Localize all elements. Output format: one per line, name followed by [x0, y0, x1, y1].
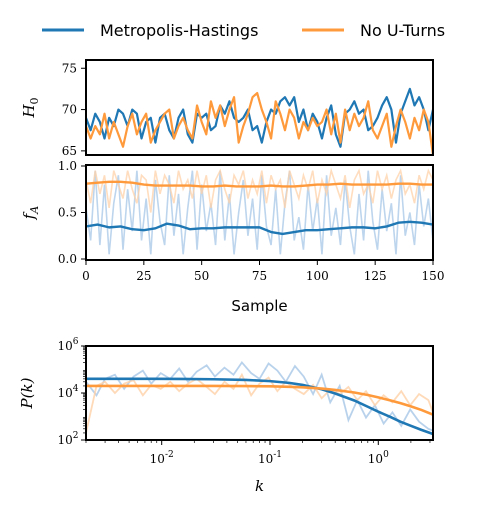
fa-xlabel: Sample — [231, 297, 287, 315]
pk-xtick-label: 100 — [368, 450, 389, 466]
pk-ytick-label: 102 — [57, 431, 78, 447]
legend: Metropolis-Hastings No U-Turns — [42, 21, 445, 40]
pk-fit-line-no-u-turns — [86, 384, 433, 416]
fa-xtick-label: 125 — [364, 269, 387, 283]
legend-label-metropolis-hastings: Metropolis-Hastings — [100, 21, 258, 40]
fa-xtick-label: 50 — [194, 269, 209, 283]
pk-xlabel: k — [255, 477, 264, 495]
fa-trace-panel: 0.0 0.5 1.0 0 25 50 75 100 125 150 Sample fA — [20, 159, 444, 315]
fa-raw-line-metropolis-hastings — [86, 170, 433, 255]
fa-series-group — [86, 167, 433, 255]
fa-raw-line-no-u-turns — [86, 167, 433, 213]
pk-raw-line-metropolis-hastings — [86, 360, 433, 432]
power-spectrum-panel: 102 104 106 10-2 10-1 100 k P(k) — [18, 337, 434, 495]
fa-avg-line-metropolis-hastings — [86, 220, 433, 236]
axes-frame — [85, 59, 434, 156]
pk-raw-line-no-u-turns — [86, 372, 433, 434]
fa-xtick-label: 25 — [136, 269, 151, 283]
h0-line-metropolis-hastings — [86, 87, 433, 148]
fa-ytick-label: 0.0 — [58, 252, 77, 266]
pk-ytick-label: 104 — [57, 384, 78, 400]
fa-xtick-label: 0 — [82, 269, 90, 283]
fa-ytick-label: 1.0 — [58, 159, 77, 173]
h0-line-no-u-turns — [86, 91, 433, 155]
pk-ylabel: P(k) — [18, 377, 36, 409]
h0-ytick-label: 65 — [62, 144, 77, 158]
h0-ytick-label: 70 — [62, 103, 77, 117]
pk-series-group — [86, 360, 433, 436]
legend-label-no-u-turns: No U-Turns — [360, 21, 445, 40]
h0-series-group — [86, 87, 433, 155]
pk-ytick-label: 106 — [57, 337, 78, 353]
pk-xtick-label: 10-1 — [258, 450, 282, 466]
pk-xtick-label: 10-2 — [150, 450, 174, 466]
fa-avg-line-no-u-turns — [86, 180, 433, 188]
fa-xtick-label: 100 — [306, 269, 329, 283]
fa-ylabel: fA — [20, 206, 41, 221]
h0-ytick-label: 75 — [62, 61, 77, 75]
fa-ytick-label: 0.5 — [58, 206, 77, 220]
fa-xtick-label: 75 — [252, 269, 267, 283]
h0-ylabel: H0 — [20, 97, 41, 118]
axes-frame — [85, 345, 434, 441]
h0-trace-panel: 65 70 75 H0 — [20, 59, 434, 158]
fa-xtick-label: 150 — [422, 269, 445, 283]
